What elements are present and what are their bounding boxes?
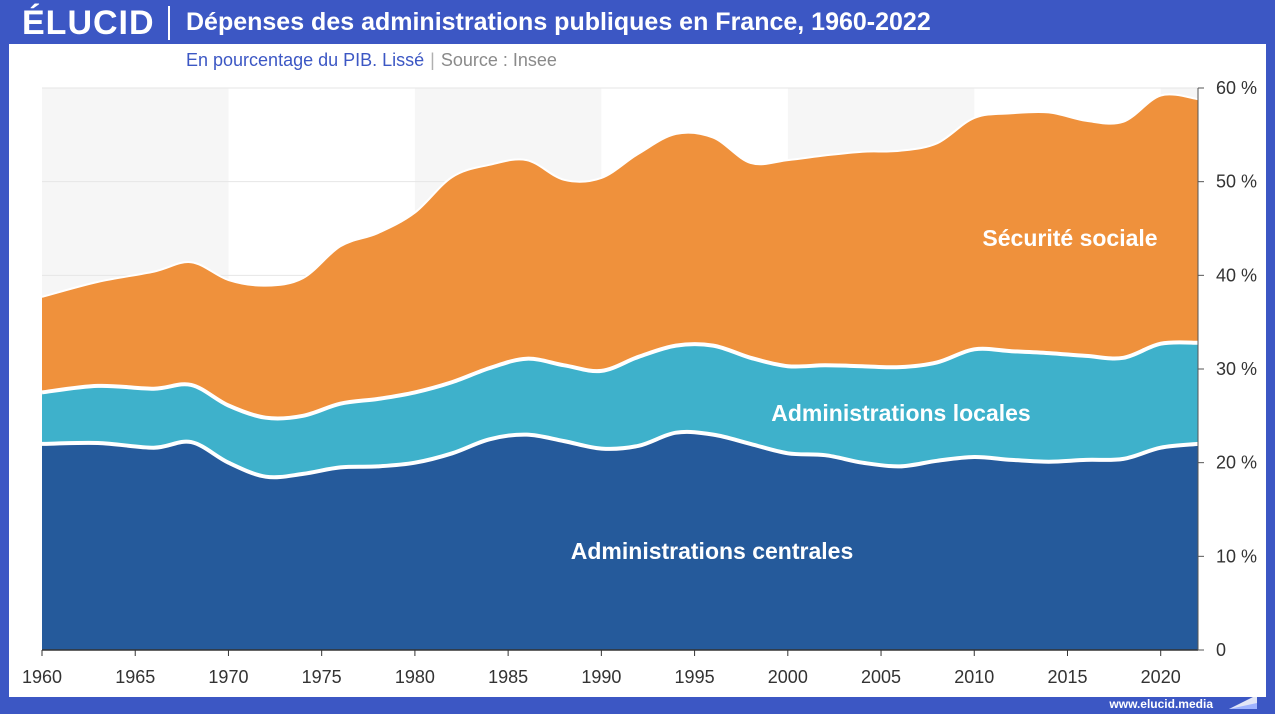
- x-tick-label: 2010: [954, 667, 994, 687]
- x-tick-label: 1970: [208, 667, 248, 687]
- y-tick-label: 50 %: [1216, 172, 1257, 192]
- elucid-mark-icon: [1229, 695, 1257, 709]
- subtitle-separator: |: [430, 50, 435, 70]
- x-tick-label: 2000: [768, 667, 808, 687]
- series-labels: Sécurité sociale Administrations locales…: [571, 225, 1158, 564]
- area-administrations-locales: [42, 342, 1198, 478]
- y-tick-label: 60 %: [1216, 78, 1257, 98]
- x-tick-label: 1980: [395, 667, 435, 687]
- y-tick-label: 20 %: [1216, 453, 1257, 473]
- series-label-securite-sociale: Sécurité sociale: [982, 225, 1157, 251]
- area-series: [42, 94, 1198, 650]
- x-tick-label: 1965: [115, 667, 155, 687]
- x-tick-label: 2020: [1141, 667, 1181, 687]
- x-tick-label: 1960: [22, 667, 62, 687]
- top-boundary-line: [41, 93, 1199, 298]
- y-tick-label: 30 %: [1216, 359, 1257, 379]
- x-tick-label: 1995: [675, 667, 715, 687]
- boundary-line: [41, 340, 1199, 421]
- subtitle-text: En pourcentage du PIB. Lissé: [186, 50, 425, 70]
- series-label-administrations-centrales: Administrations centrales: [571, 538, 853, 564]
- y-tick-label: 0: [1216, 640, 1226, 660]
- y-tick-label: 40 %: [1216, 265, 1257, 285]
- x-tick-label: 2015: [1047, 667, 1087, 687]
- x-axis: 1960 1965 1970 1975 1980 1985 1990 1995 2000 2005…: [22, 649, 1198, 687]
- footer-url[interactable]: www.elucid.media: [1109, 697, 1213, 711]
- header-bar: ÉLUCID Dépenses des administrations publ…: [0, 0, 1275, 44]
- y-tick-label: 10 %: [1216, 546, 1257, 566]
- area-administrations-centrales: [42, 431, 1198, 650]
- y-axis: 0 10 % 20 % 30 % 40 % 50 % 60 %: [1197, 78, 1257, 660]
- x-tick-label: 2005: [861, 667, 901, 687]
- chart-title: Dépenses des administrations publiques e…: [186, 8, 931, 36]
- area-securite-sociale: [42, 94, 1198, 419]
- series-label-administrations-locales: Administrations locales: [771, 400, 1030, 426]
- x-tick-label: 1975: [302, 667, 342, 687]
- x-tick-label: 1985: [488, 667, 528, 687]
- source-text: Source : Insee: [440, 50, 557, 70]
- boundary-line: [41, 429, 1199, 480]
- chart-subtitle: En pourcentage du PIB. Lissé | Source : In…: [186, 50, 557, 71]
- series-boundary-lines: [41, 93, 1199, 480]
- x-tick-label: 1990: [581, 667, 621, 687]
- logo-separator: [168, 6, 170, 40]
- elucid-logo[interactable]: ÉLUCID: [22, 4, 155, 42]
